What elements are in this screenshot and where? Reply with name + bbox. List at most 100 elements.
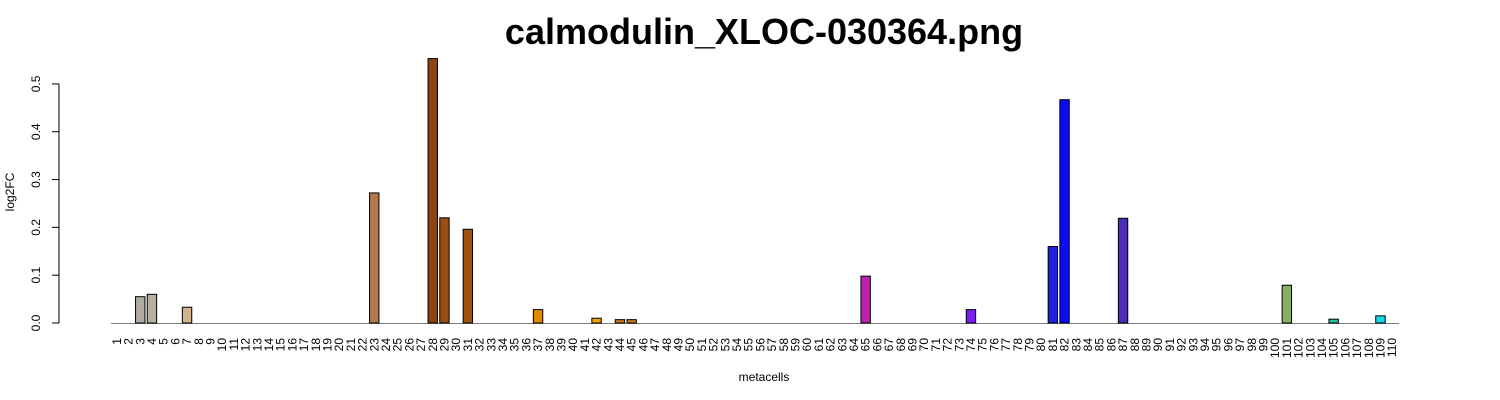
x-tick-label-41: 41 <box>578 338 592 352</box>
x-tick-label-27: 27 <box>414 338 428 352</box>
x-tick-label-81: 81 <box>1046 338 1060 352</box>
x-tick-label-19: 19 <box>320 338 334 352</box>
x-tick-label-13: 13 <box>250 338 264 352</box>
x-tick-label-18: 18 <box>309 338 323 352</box>
x-tick-label-35: 35 <box>508 338 522 352</box>
x-tick-label-72: 72 <box>941 338 955 352</box>
x-tick-label-77: 77 <box>999 338 1013 352</box>
x-tick-label-48: 48 <box>660 338 674 352</box>
x-tick-label-79: 79 <box>1022 338 1036 352</box>
x-tick-label-56: 56 <box>753 338 767 352</box>
x-tick-label-107: 107 <box>1350 338 1364 358</box>
bar-42 <box>591 317 602 324</box>
x-tick-label-106: 106 <box>1338 338 1352 358</box>
x-tick-label-71: 71 <box>929 338 943 352</box>
x-tick-label-49: 49 <box>671 338 685 352</box>
x-tick-label-97: 97 <box>1233 338 1247 352</box>
bar-65 <box>860 275 871 324</box>
x-tick-label-68: 68 <box>894 338 908 352</box>
x-tick-label-50: 50 <box>683 338 697 352</box>
x-tick-label-45: 45 <box>625 338 639 352</box>
y-tick-label: 0.3 <box>29 171 43 188</box>
y-tick-label: 0.4 <box>29 123 43 140</box>
bar-101 <box>1281 284 1293 324</box>
x-tick-label-59: 59 <box>788 338 802 352</box>
bar-7 <box>181 306 193 324</box>
x-tick-label-3: 3 <box>133 338 147 345</box>
x-tick-label-80: 80 <box>1034 338 1048 352</box>
bar-28 <box>427 58 438 324</box>
x-tick-label-23: 23 <box>367 338 381 352</box>
x-tick-label-57: 57 <box>765 338 779 352</box>
x-axis-ticks: 1234567891011121314151617181920212223242… <box>110 338 1399 358</box>
x-tick-label-29: 29 <box>437 338 451 352</box>
x-tick-label-17: 17 <box>297 338 311 352</box>
x-tick-label-2: 2 <box>122 338 136 345</box>
x-tick-label-92: 92 <box>1175 338 1189 352</box>
x-tick-label-52: 52 <box>707 338 721 352</box>
bar-81 <box>1047 245 1059 324</box>
x-tick-label-15: 15 <box>274 338 288 352</box>
y-tick-label: 0.5 <box>29 75 43 92</box>
x-tick-label-30: 30 <box>449 338 463 352</box>
x-tick-label-46: 46 <box>636 338 650 352</box>
x-tick-label-70: 70 <box>917 338 931 352</box>
x-tick-label-6: 6 <box>168 338 182 345</box>
x-tick-label-24: 24 <box>379 338 393 352</box>
x-tick-label-69: 69 <box>905 338 919 352</box>
bars <box>135 58 1386 324</box>
x-tick-label-86: 86 <box>1104 338 1118 352</box>
bar-82 <box>1059 99 1070 324</box>
x-tick-label-8: 8 <box>192 338 206 345</box>
x-tick-label-95: 95 <box>1210 338 1224 352</box>
x-tick-label-85: 85 <box>1093 338 1107 352</box>
x-tick-label-33: 33 <box>484 338 498 352</box>
x-tick-label-93: 93 <box>1186 338 1200 352</box>
x-tick-label-42: 42 <box>590 338 604 352</box>
x-tick-label-5: 5 <box>157 338 171 345</box>
x-tick-label-32: 32 <box>473 338 487 352</box>
x-tick-label-67: 67 <box>882 338 896 352</box>
x-tick-label-83: 83 <box>1069 338 1083 352</box>
x-tick-label-105: 105 <box>1327 338 1341 358</box>
x-tick-label-39: 39 <box>554 338 568 352</box>
x-tick-label-51: 51 <box>695 338 709 352</box>
x-tick-label-53: 53 <box>718 338 732 352</box>
x-tick-label-4: 4 <box>145 338 159 345</box>
y-tick-label: 0.0 <box>29 314 43 331</box>
x-tick-label-89: 89 <box>1139 338 1153 352</box>
x-tick-label-40: 40 <box>566 338 580 352</box>
x-tick-label-38: 38 <box>543 338 557 352</box>
x-tick-label-103: 103 <box>1303 338 1317 358</box>
x-tick-label-74: 74 <box>964 338 978 352</box>
y-tick-label: 0.1 <box>29 267 43 284</box>
x-tick-label-78: 78 <box>1011 338 1025 352</box>
x-tick-label-28: 28 <box>426 338 440 352</box>
x-tick-label-65: 65 <box>859 338 873 352</box>
x-tick-label-25: 25 <box>391 338 405 352</box>
x-tick-label-34: 34 <box>496 338 510 352</box>
x-tick-label-91: 91 <box>1163 338 1177 352</box>
x-tick-label-82: 82 <box>1058 338 1072 352</box>
x-tick-label-43: 43 <box>601 338 615 352</box>
x-tick-label-22: 22 <box>356 338 370 352</box>
x-tick-label-101: 101 <box>1280 338 1294 358</box>
bar-3 <box>135 296 146 324</box>
bar-87 <box>1117 217 1129 324</box>
x-tick-label-36: 36 <box>519 338 533 352</box>
x-tick-label-58: 58 <box>777 338 791 352</box>
x-tick-label-60: 60 <box>800 338 814 352</box>
y-axis-label: log2FC <box>3 172 17 211</box>
x-tick-label-87: 87 <box>1116 338 1130 352</box>
x-tick-label-90: 90 <box>1151 338 1165 352</box>
y-tick-label: 0.2 <box>29 219 43 236</box>
x-tick-label-54: 54 <box>730 338 744 352</box>
x-tick-label-9: 9 <box>203 338 217 345</box>
x-tick-label-44: 44 <box>613 338 627 352</box>
x-tick-label-37: 37 <box>531 338 545 352</box>
x-tick-label-11: 11 <box>227 338 241 351</box>
x-tick-label-110: 110 <box>1385 338 1399 357</box>
bar-37 <box>532 309 544 324</box>
